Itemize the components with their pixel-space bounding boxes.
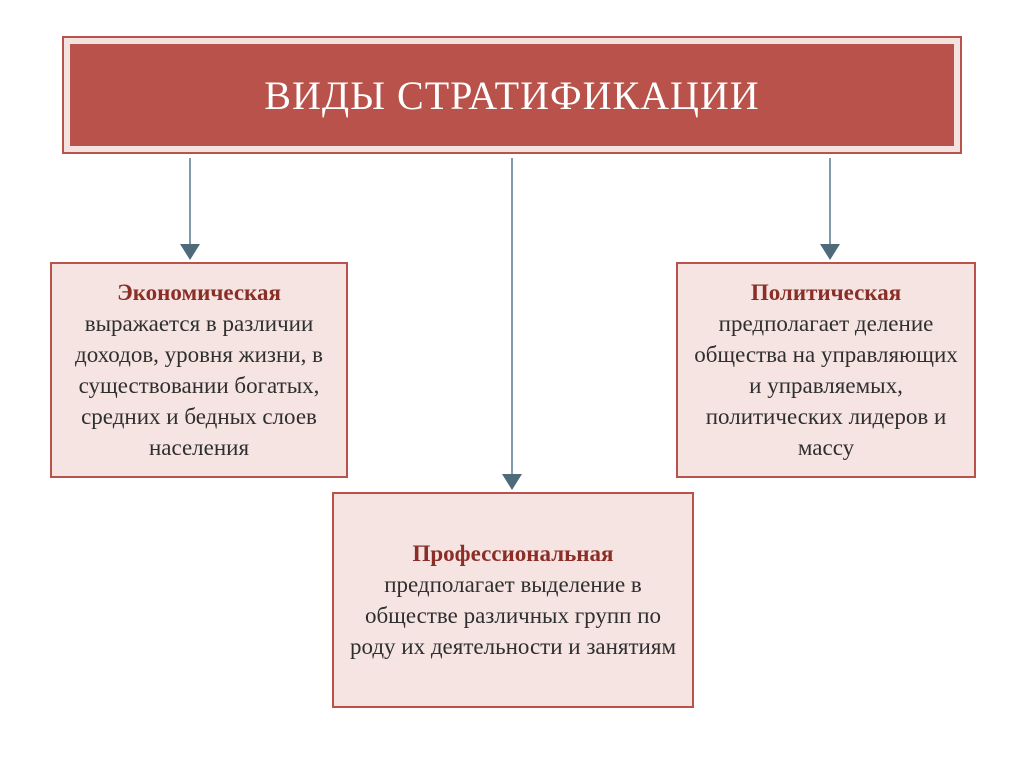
- arrow-head-icon: [180, 244, 200, 260]
- arrow-shaft: [511, 158, 513, 476]
- title-text: ВИДЫ СТРАТИФИКАЦИИ: [264, 72, 759, 119]
- arrow-left: [180, 158, 200, 260]
- arrow-center: [502, 158, 522, 490]
- title-inner: ВИДЫ СТРАТИФИКАЦИИ: [70, 44, 954, 146]
- arrow-shaft: [189, 158, 191, 246]
- node-body: предполагает деление общества на управля…: [692, 308, 960, 463]
- arrow-head-icon: [820, 244, 840, 260]
- node-professional: Профессиональная предполагает выделение …: [332, 492, 694, 708]
- node-political: Политическая предполагает деление общест…: [676, 262, 976, 478]
- node-body: предполагает выделение в обществе различ…: [348, 569, 678, 662]
- node-head: Профессиональная: [413, 538, 614, 569]
- arrow-right: [820, 158, 840, 260]
- diagram-canvas: ВИДЫ СТРАТИФИКАЦИИ Экономическая выражае…: [0, 0, 1024, 767]
- node-body: выражается в различии доходов, уровня жи…: [66, 308, 332, 463]
- arrow-shaft: [829, 158, 831, 246]
- title-box: ВИДЫ СТРАТИФИКАЦИИ: [62, 36, 962, 154]
- node-head: Экономическая: [117, 277, 281, 308]
- node-economic: Экономическая выражается в различии дохо…: [50, 262, 348, 478]
- node-head: Политическая: [751, 277, 901, 308]
- arrow-head-icon: [502, 474, 522, 490]
